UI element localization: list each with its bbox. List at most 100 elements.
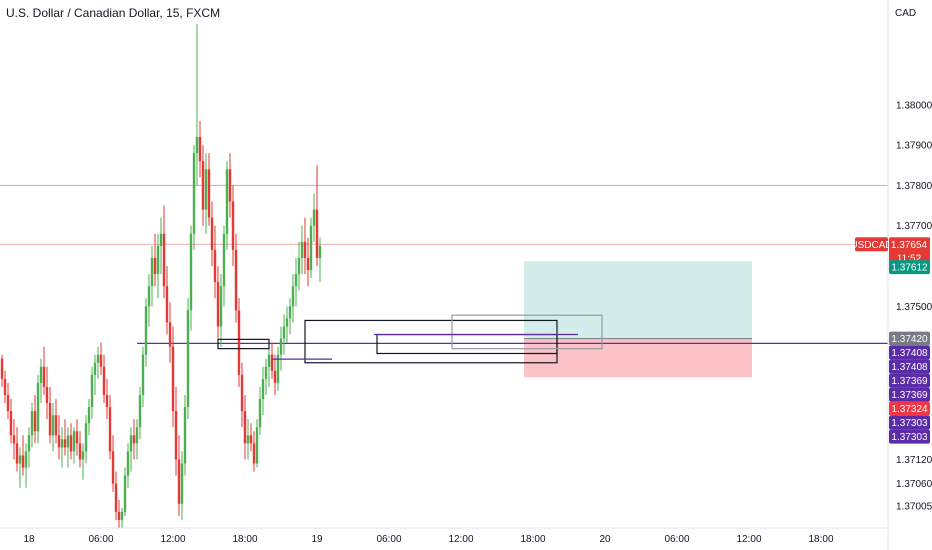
candle-body[interactable] <box>264 366 268 379</box>
candle-body[interactable] <box>198 137 202 162</box>
candle-body[interactable] <box>69 435 73 452</box>
candle-body[interactable] <box>3 378 7 395</box>
candle-body[interactable] <box>45 386 49 404</box>
candle-body[interactable] <box>225 169 229 234</box>
candle-body[interactable] <box>210 217 214 250</box>
candle-body[interactable] <box>159 233 163 246</box>
candle-body[interactable] <box>18 455 22 464</box>
drawn-rectangle[interactable] <box>304 319 558 364</box>
candle-body[interactable] <box>180 463 184 504</box>
candle-body[interactable] <box>84 423 88 452</box>
candle-body[interactable] <box>48 403 52 436</box>
candle-body[interactable] <box>312 209 316 226</box>
candle-body[interactable] <box>114 483 118 512</box>
candle-body[interactable] <box>207 169 211 218</box>
candle-body[interactable] <box>228 169 232 202</box>
candle-body[interactable] <box>111 451 115 484</box>
candle-body[interactable] <box>75 431 79 444</box>
drawn-rectangle[interactable] <box>451 314 603 350</box>
candle-body[interactable] <box>66 435 70 448</box>
candle-body[interactable] <box>243 411 247 444</box>
candle-body[interactable] <box>291 286 295 307</box>
candle-body[interactable] <box>102 366 106 395</box>
stop-zone[interactable] <box>524 338 752 378</box>
candle-body[interactable] <box>126 451 130 476</box>
candle-body[interactable] <box>123 475 127 512</box>
candle-body[interactable] <box>234 249 238 311</box>
candle-body[interactable] <box>306 257 310 271</box>
candle-body[interactable] <box>222 233 226 287</box>
candle-body[interactable] <box>171 346 175 412</box>
candle-body[interactable] <box>51 415 55 436</box>
candle-body[interactable] <box>177 459 181 504</box>
candle-body[interactable] <box>138 394 142 428</box>
candle-body[interactable] <box>135 427 139 444</box>
candle-body[interactable] <box>72 431 76 452</box>
drawn-rectangle[interactable] <box>217 338 270 350</box>
candle-body[interactable] <box>6 394 10 412</box>
candle-body[interactable] <box>168 322 172 347</box>
candle-body[interactable] <box>54 415 58 436</box>
candle-body[interactable] <box>183 407 187 464</box>
candle-body[interactable] <box>273 370 277 383</box>
candle-body[interactable] <box>96 354 100 363</box>
candle-body[interactable] <box>9 411 13 436</box>
candle-body[interactable] <box>162 233 166 287</box>
candle-body[interactable] <box>39 366 43 383</box>
candle-body[interactable] <box>15 443 19 464</box>
candle-body[interactable] <box>42 366 46 387</box>
candle-body[interactable] <box>108 407 112 452</box>
candle-body[interactable] <box>231 201 235 250</box>
candle-body[interactable] <box>63 439 67 448</box>
candle-body[interactable] <box>30 411 34 436</box>
candle-body[interactable] <box>219 286 223 327</box>
candle-body[interactable] <box>156 245 160 275</box>
candle-body[interactable] <box>174 411 178 460</box>
candle-body[interactable] <box>24 451 28 468</box>
candle-body[interactable] <box>129 435 133 452</box>
candle-body[interactable] <box>105 394 109 408</box>
candle-body[interactable] <box>255 427 259 464</box>
candle-body[interactable] <box>258 399 262 428</box>
candle-body[interactable] <box>303 241 307 258</box>
candle-body[interactable] <box>315 209 319 258</box>
candle-body[interactable] <box>36 382 40 432</box>
candle-body[interactable] <box>27 435 31 452</box>
candle-body[interactable] <box>240 374 244 412</box>
candle-body[interactable] <box>90 374 94 408</box>
candle-body[interactable] <box>117 511 121 520</box>
candle-body[interactable] <box>99 354 103 367</box>
candle-body[interactable] <box>201 161 205 210</box>
candle-body[interactable] <box>186 310 190 408</box>
candle-body[interactable] <box>81 451 85 460</box>
candle-body[interactable] <box>189 233 193 311</box>
candle-body[interactable] <box>249 435 253 444</box>
candle-body[interactable] <box>0 358 4 379</box>
candle-body[interactable] <box>78 443 82 460</box>
candle-body[interactable] <box>60 439 64 448</box>
candle-body[interactable] <box>213 249 217 283</box>
candle-body[interactable] <box>153 257 157 275</box>
candle-body[interactable] <box>144 306 148 355</box>
target-zone[interactable] <box>524 261 752 339</box>
candle-body[interactable] <box>216 282 220 327</box>
candle-body[interactable] <box>267 354 271 367</box>
candle-body[interactable] <box>261 378 265 400</box>
candle-body[interactable] <box>12 435 16 444</box>
candle-body[interactable] <box>147 286 151 307</box>
candle-body[interactable] <box>276 354 280 383</box>
candle-body[interactable] <box>270 354 274 371</box>
candle-body[interactable] <box>195 137 199 154</box>
candle-body[interactable] <box>318 245 322 258</box>
candle-body[interactable] <box>141 354 145 395</box>
candle-body[interactable] <box>132 435 136 444</box>
candle-body[interactable] <box>246 435 250 444</box>
candle-body[interactable] <box>165 286 169 323</box>
candle-body[interactable] <box>294 274 298 287</box>
candle-body[interactable] <box>279 338 283 355</box>
candle-body[interactable] <box>288 306 292 319</box>
candle-body[interactable] <box>57 435 61 448</box>
candle-body[interactable] <box>93 362 97 375</box>
candle-body[interactable] <box>204 169 208 210</box>
